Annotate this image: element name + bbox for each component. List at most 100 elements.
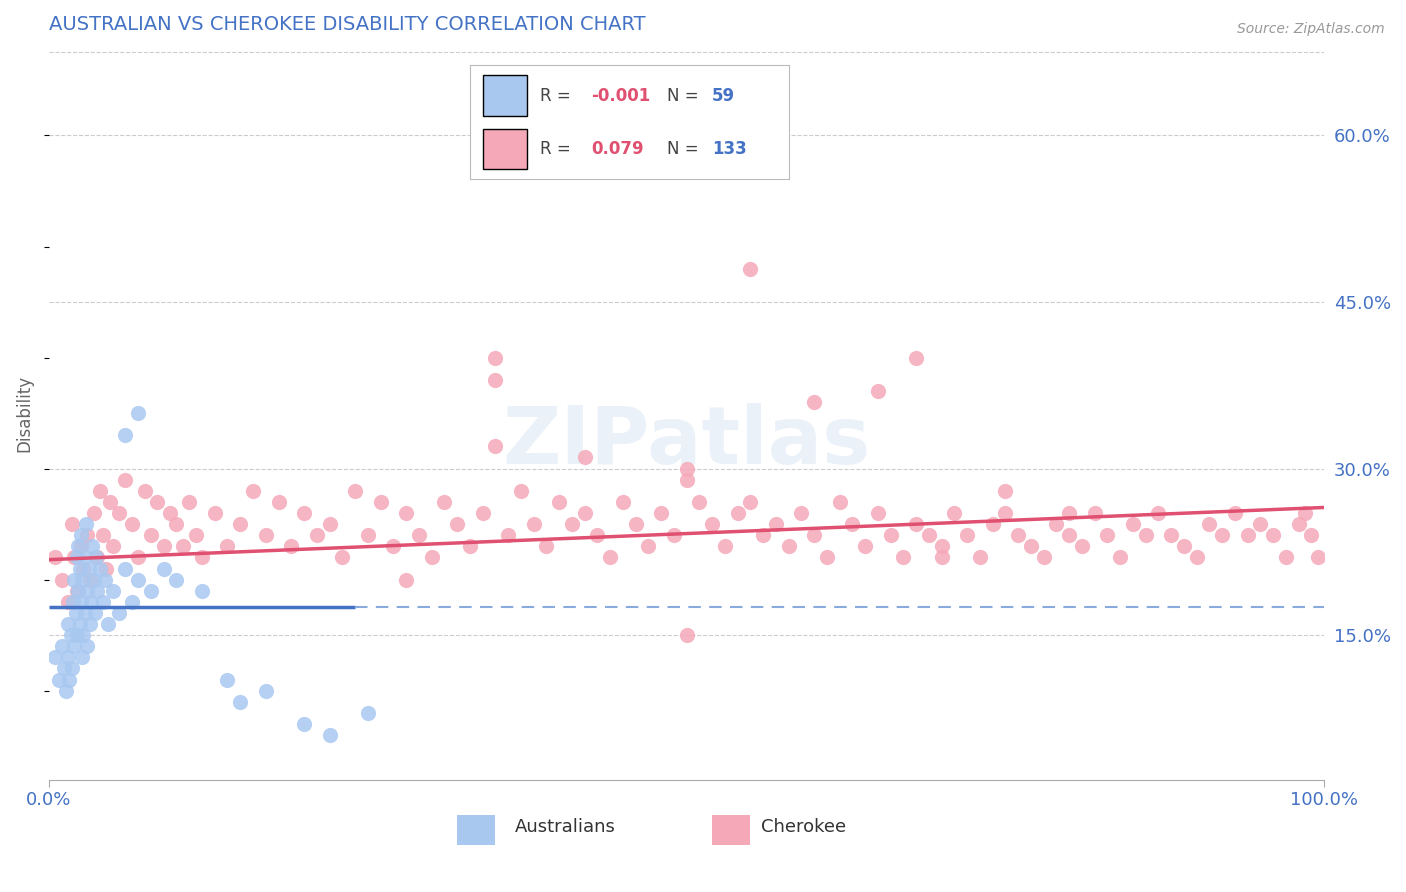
Point <box>866 506 889 520</box>
Point <box>522 517 544 532</box>
Point <box>1294 506 1316 520</box>
Point <box>254 528 277 542</box>
Point <box>1263 528 1285 542</box>
Point <box>280 539 302 553</box>
Point <box>89 561 111 575</box>
Point <box>1160 528 1182 542</box>
Point <box>803 528 825 542</box>
Point <box>370 495 392 509</box>
Point <box>740 261 762 276</box>
Point <box>1198 517 1220 532</box>
Point <box>217 539 239 553</box>
Point <box>765 517 787 532</box>
Point <box>69 561 91 575</box>
Point <box>1147 506 1170 520</box>
Point <box>69 617 91 632</box>
Point <box>408 528 430 542</box>
Point <box>1135 528 1157 542</box>
Point <box>58 673 80 687</box>
Point <box>89 483 111 498</box>
Point <box>179 495 201 509</box>
Text: Australians: Australians <box>515 818 616 836</box>
Point <box>931 539 953 553</box>
Point <box>51 640 73 654</box>
Point <box>63 640 86 654</box>
Text: AUSTRALIAN VS CHEROKEE DISABILITY CORRELATION CHART: AUSTRALIAN VS CHEROKEE DISABILITY CORREL… <box>49 15 645 34</box>
Point <box>675 461 697 475</box>
Point <box>60 517 83 532</box>
Point <box>1185 550 1208 565</box>
Point <box>536 539 558 553</box>
Point <box>828 495 851 509</box>
Point <box>994 506 1017 520</box>
Point <box>458 539 481 553</box>
Point <box>599 550 621 565</box>
Point <box>101 539 124 553</box>
Point <box>778 539 800 553</box>
Point <box>66 628 89 642</box>
Point <box>471 506 494 520</box>
Point <box>344 483 367 498</box>
Point <box>1122 517 1144 532</box>
Point <box>97 617 120 632</box>
Point <box>803 395 825 409</box>
Point <box>70 573 93 587</box>
Point <box>60 661 83 675</box>
Point <box>969 550 991 565</box>
Point <box>172 539 194 553</box>
Point <box>853 539 876 553</box>
Point <box>574 450 596 465</box>
Point <box>318 517 340 532</box>
Point <box>127 550 149 565</box>
Point <box>561 517 583 532</box>
Point <box>254 683 277 698</box>
Point <box>184 528 207 542</box>
Point <box>675 628 697 642</box>
Point <box>740 495 762 509</box>
Point <box>79 573 101 587</box>
Point <box>62 595 84 609</box>
Point <box>56 617 79 632</box>
Point <box>72 628 94 642</box>
Point <box>166 573 188 587</box>
Point <box>94 573 117 587</box>
Point <box>56 595 79 609</box>
Point <box>484 439 506 453</box>
Point <box>700 517 723 532</box>
Point <box>63 573 86 587</box>
Point <box>752 528 775 542</box>
Point <box>53 661 76 675</box>
Point <box>994 483 1017 498</box>
Point <box>56 650 79 665</box>
Point <box>891 550 914 565</box>
Point <box>292 717 315 731</box>
Text: ZIPatlas: ZIPatlas <box>502 403 870 482</box>
Point <box>509 483 531 498</box>
Point <box>879 528 901 542</box>
Point <box>59 628 82 642</box>
Point <box>1032 550 1054 565</box>
Point <box>73 606 96 620</box>
Point <box>86 583 108 598</box>
Point <box>121 517 143 532</box>
Point <box>1097 528 1119 542</box>
Point <box>1306 550 1329 565</box>
Point <box>1301 528 1323 542</box>
Point <box>70 595 93 609</box>
Point <box>48 673 70 687</box>
Point <box>91 595 114 609</box>
Point <box>76 583 98 598</box>
Point <box>548 495 571 509</box>
Point <box>1007 528 1029 542</box>
Point <box>70 650 93 665</box>
Point <box>83 506 105 520</box>
Point <box>981 517 1004 532</box>
Point <box>420 550 443 565</box>
Point <box>395 506 418 520</box>
Point <box>790 506 813 520</box>
Point <box>395 573 418 587</box>
Point <box>91 528 114 542</box>
Point <box>714 539 737 553</box>
Point <box>931 550 953 565</box>
Point <box>318 728 340 742</box>
